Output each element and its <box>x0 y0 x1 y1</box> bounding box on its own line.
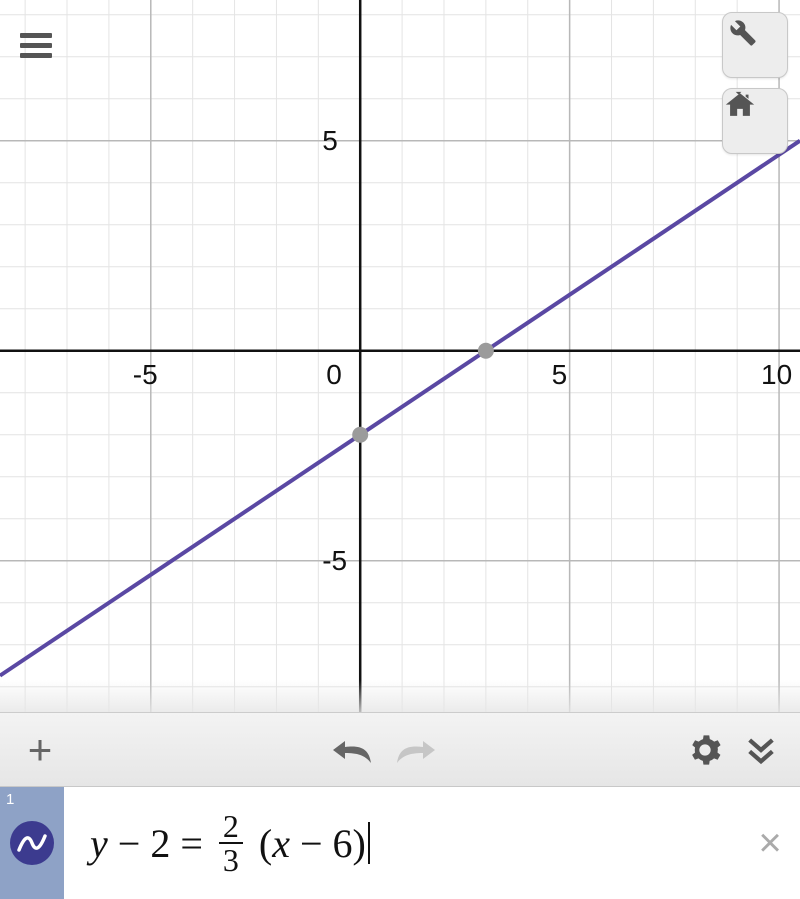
app-root: -50510-55 + <box>0 0 800 899</box>
gear-icon <box>688 733 722 767</box>
add-expression-button[interactable]: + <box>0 726 80 774</box>
expr-lparen: ( <box>249 820 272 867</box>
menu-button[interactable] <box>20 28 52 63</box>
expr-eq: = <box>170 820 213 867</box>
expr-denom: 3 <box>219 844 243 876</box>
expression-type-icon <box>10 821 54 865</box>
gear-button[interactable] <box>688 733 722 767</box>
expression-tab[interactable]: 1 <box>0 787 64 899</box>
redo-button[interactable] <box>393 735 437 765</box>
expr-x: x <box>272 820 290 867</box>
expr-rparen: ) <box>353 820 366 867</box>
expr-fraction: 2 3 <box>219 810 243 876</box>
expr-rconst: 6 <box>333 820 353 867</box>
expr-lconst: 2 <box>150 820 170 867</box>
expression-index: 1 <box>6 791 14 808</box>
undo-button[interactable] <box>331 735 375 765</box>
text-cursor <box>368 822 370 864</box>
expr-minus1: − <box>108 820 151 867</box>
toolbar-center <box>80 735 688 765</box>
collapse-button[interactable] <box>744 733 778 767</box>
expression-row[interactable]: 1 y − 2 = 2 3 ( x − 6 ) × <box>0 786 800 899</box>
expr-y: y <box>90 820 108 867</box>
redo-icon <box>393 735 437 765</box>
chevron-down-double-icon <box>744 733 778 767</box>
graph-canvas[interactable]: -50510-55 <box>0 0 800 712</box>
undo-icon <box>331 735 375 765</box>
expression-toolbar: + <box>0 712 800 786</box>
expression-input[interactable]: y − 2 = 2 3 ( x − 6 ) <box>64 787 740 899</box>
home-button[interactable] <box>722 88 788 154</box>
toolbar-right <box>688 733 800 767</box>
settings-button[interactable] <box>722 12 788 78</box>
expr-minus2: − <box>290 820 333 867</box>
delete-expression-button[interactable]: × <box>740 787 800 899</box>
home-icon <box>723 89 757 123</box>
graph-svg <box>0 0 800 712</box>
expr-numer: 2 <box>219 810 243 844</box>
wrench-icon <box>723 13 757 47</box>
